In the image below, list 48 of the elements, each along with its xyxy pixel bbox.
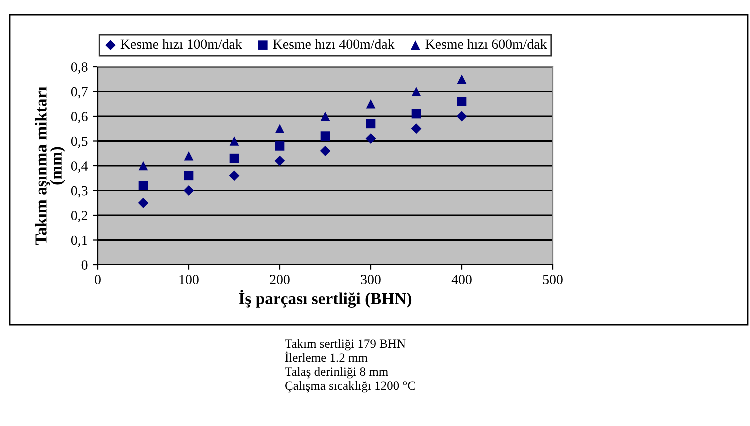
y-tick-label: 0,4 bbox=[71, 162, 88, 173]
point bbox=[138, 161, 148, 171]
point bbox=[184, 151, 194, 161]
legend-label: Kesme hızı 600m/dak bbox=[426, 39, 548, 50]
point bbox=[411, 124, 422, 134]
y-tick-label: 0,1 bbox=[71, 236, 88, 248]
y-tick-label: 0,8 bbox=[71, 62, 88, 74]
x-tick-label: 100 bbox=[180, 275, 199, 284]
text: Çalışma sıcaklığı 1200 °C bbox=[286, 381, 416, 393]
x-tick-label: 500 bbox=[543, 275, 563, 284]
point bbox=[366, 99, 376, 109]
text: Talaş derinliği 8 mm bbox=[285, 367, 388, 379]
point bbox=[366, 119, 376, 129]
y-tick-label: 0,3 bbox=[71, 186, 88, 198]
point bbox=[412, 87, 422, 96]
point bbox=[320, 146, 331, 156]
x-axis-title: İş parçası sertliği (BHN) bbox=[239, 290, 412, 308]
point bbox=[456, 111, 468, 122]
x-tick-label: 200 bbox=[270, 275, 290, 284]
point bbox=[275, 142, 285, 151]
y-tick-label: 0,7 bbox=[71, 87, 88, 99]
point bbox=[457, 74, 467, 84]
text: Takım sertliği 179 BHN bbox=[285, 339, 406, 351]
point bbox=[412, 109, 422, 119]
point bbox=[229, 170, 240, 182]
point bbox=[366, 134, 376, 144]
point bbox=[184, 186, 194, 196]
point bbox=[230, 154, 240, 164]
x-tick-label: 400 bbox=[452, 275, 472, 284]
point bbox=[320, 132, 330, 141]
y-tick-label: 0,2 bbox=[71, 211, 88, 222]
point bbox=[138, 181, 148, 190]
legend-label: Kesme hızı 100m/dak bbox=[120, 39, 242, 50]
point bbox=[184, 171, 194, 181]
point bbox=[457, 96, 467, 106]
y-tick-label: 0,5 bbox=[71, 136, 88, 148]
point bbox=[274, 156, 286, 166]
x-tick-label: 0 bbox=[95, 275, 101, 284]
point bbox=[275, 124, 285, 134]
legend-label: Kesme hızı 400m/dak bbox=[273, 39, 395, 50]
y-tick-label: 0 bbox=[82, 260, 88, 270]
y-axis-title: Takım aşınma miktarı (mm) bbox=[35, 86, 66, 246]
point bbox=[320, 112, 330, 122]
x-tick-label: 300 bbox=[361, 275, 381, 284]
text: İlerleme 1.2 mm bbox=[285, 352, 368, 362]
point bbox=[138, 198, 149, 208]
point bbox=[230, 136, 240, 146]
y-tick-label: 0,6 bbox=[71, 112, 88, 124]
